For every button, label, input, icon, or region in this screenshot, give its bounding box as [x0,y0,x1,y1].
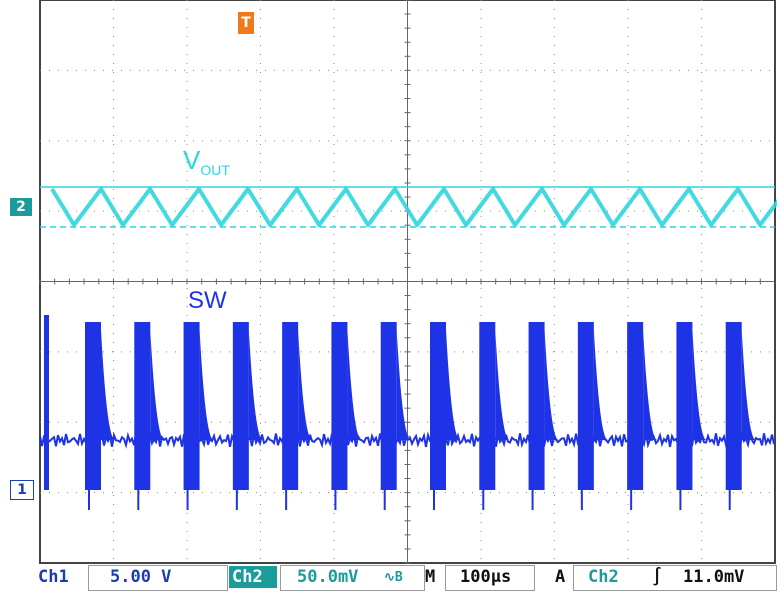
sw-pulse [725,322,742,490]
trigger-level: 11.0mV [683,567,745,587]
vout-label-text: VOUT [183,145,230,178]
trigger-slope-icon: ∫ [652,567,663,587]
sw-pulse-tail [741,330,756,440]
ch2-tag-box [229,566,277,588]
waveform-group [39,186,777,510]
sw-pulse [528,322,545,490]
status-bar: Ch1 5.00 V Ch2 50.0mV ∿B M 100µs A Ch2 ∫… [0,563,777,592]
sw-pulse-tail [643,330,658,440]
sw-pulse [183,322,200,490]
sw-pulse-tail [544,330,559,440]
sw-pulse-tail [248,330,263,440]
sw-initial-edge [44,315,49,490]
sw-pulse-tail [150,330,165,440]
ch2-label: Ch2 [232,567,263,587]
channel-1-marker: 1 [10,480,34,500]
sw-pulse-tail [347,330,362,440]
sw-pulse [577,322,594,490]
ch1-label: Ch1 [38,567,69,587]
sw-pulse [85,322,101,490]
sw-pulse-tail [446,330,460,440]
sw-pulse [479,322,496,490]
sw-pulse [134,322,151,490]
vout-ripple-trace [50,187,777,227]
ch1-scale-box [88,565,228,591]
acquisition-label: A [555,567,566,587]
timebase-box [445,565,535,591]
sw-pulse-tail [495,330,510,440]
sw-pulse-tail [101,330,115,440]
ch2-scale-box [280,565,425,591]
sw-pulse [232,322,249,490]
sw-pulse [282,322,299,490]
sw-series-label: SW [188,287,227,314]
channel-2-marker: 2 [10,198,32,216]
trigger-box [573,565,777,591]
trigger-position-marker: T [238,12,254,34]
sw-pulse-tail [298,330,313,440]
sw-pulse-tail [593,330,608,440]
timebase-label: M [425,567,436,587]
sw-pulse-tail [692,330,707,440]
sw-pulse [676,322,693,490]
sw-pulse-tail [396,330,411,440]
ch2-scale: 50.0mV [297,567,359,587]
sw-pulse [430,322,446,490]
sw-pulse [380,322,397,490]
ch1-scale: 5.00 V [110,567,172,587]
timebase-value: 100µs [460,567,512,587]
sw-pulse [331,322,348,490]
sw-pulse [627,322,644,490]
sw-pulse-tail [199,330,214,440]
vout-series-label: VOUT [183,145,230,178]
bandwidth-limit-icon: ∿B [384,570,403,585]
trigger-source: Ch2 [588,567,619,587]
